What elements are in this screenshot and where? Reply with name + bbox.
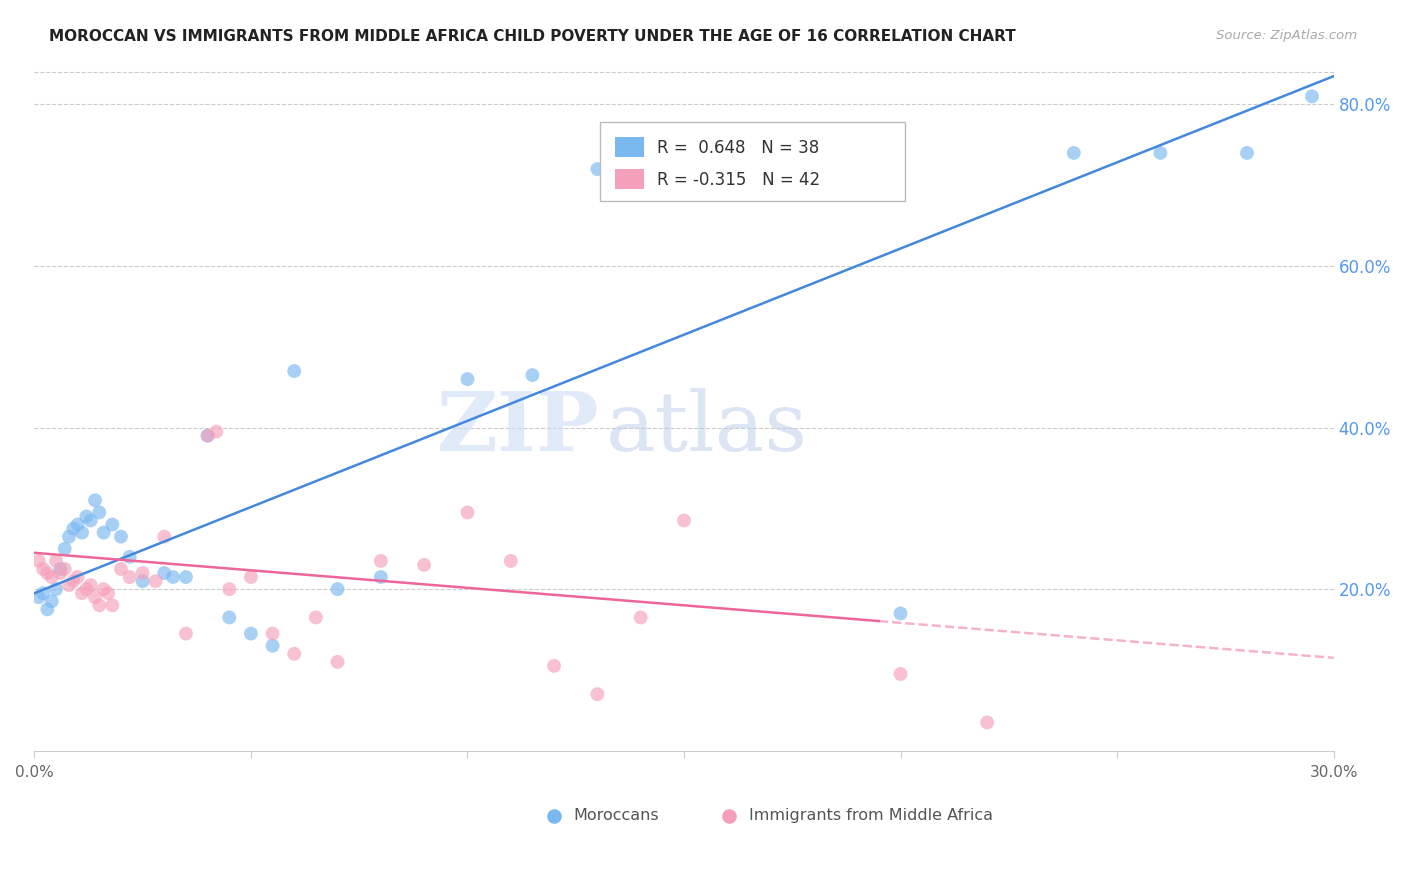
Point bbox=[93, 525, 115, 540]
Point bbox=[630, 610, 652, 624]
Point bbox=[28, 591, 51, 605]
Point bbox=[456, 372, 478, 386]
Point bbox=[75, 582, 97, 596]
Text: R = -0.315   N = 42: R = -0.315 N = 42 bbox=[657, 171, 820, 189]
Text: Immigrants from Middle Africa: Immigrants from Middle Africa bbox=[749, 808, 993, 823]
Point bbox=[49, 562, 72, 576]
Point bbox=[283, 647, 305, 661]
Text: atlas: atlas bbox=[606, 388, 808, 468]
Point bbox=[326, 582, 349, 596]
Point bbox=[66, 570, 89, 584]
Point bbox=[70, 586, 93, 600]
FancyBboxPatch shape bbox=[599, 122, 905, 202]
Point bbox=[153, 530, 176, 544]
Point bbox=[262, 639, 284, 653]
Point bbox=[79, 578, 101, 592]
Point bbox=[239, 626, 262, 640]
Point bbox=[79, 514, 101, 528]
Point bbox=[218, 582, 240, 596]
Point bbox=[1063, 145, 1085, 160]
Point bbox=[976, 715, 998, 730]
Point bbox=[370, 570, 392, 584]
Point bbox=[586, 687, 609, 701]
Point bbox=[45, 582, 67, 596]
Point bbox=[53, 541, 76, 556]
Point bbox=[197, 428, 219, 442]
FancyBboxPatch shape bbox=[616, 137, 644, 157]
Point bbox=[49, 566, 72, 580]
Point bbox=[118, 570, 141, 584]
Point bbox=[205, 425, 228, 439]
Point bbox=[499, 554, 522, 568]
Point bbox=[522, 368, 544, 382]
Point bbox=[890, 667, 912, 681]
Point bbox=[1149, 145, 1171, 160]
Point bbox=[145, 574, 167, 588]
Point bbox=[456, 505, 478, 519]
FancyBboxPatch shape bbox=[616, 169, 644, 189]
Point bbox=[89, 505, 111, 519]
Point bbox=[62, 522, 84, 536]
Point bbox=[53, 562, 76, 576]
Point bbox=[89, 599, 111, 613]
Point bbox=[70, 525, 93, 540]
Point bbox=[326, 655, 349, 669]
Point bbox=[28, 554, 51, 568]
Point bbox=[262, 626, 284, 640]
Point bbox=[110, 562, 132, 576]
Point bbox=[41, 570, 63, 584]
Point bbox=[543, 659, 565, 673]
Text: Moroccans: Moroccans bbox=[574, 808, 659, 823]
Point bbox=[218, 610, 240, 624]
Point bbox=[131, 574, 153, 588]
Point bbox=[162, 570, 184, 584]
Point bbox=[1236, 145, 1258, 160]
Point bbox=[32, 562, 55, 576]
Point bbox=[37, 566, 59, 580]
Point bbox=[890, 607, 912, 621]
Point bbox=[41, 594, 63, 608]
Point bbox=[101, 517, 124, 532]
Text: Source: ZipAtlas.com: Source: ZipAtlas.com bbox=[1216, 29, 1357, 42]
Point bbox=[586, 162, 609, 177]
Point bbox=[239, 570, 262, 584]
Point bbox=[32, 586, 55, 600]
Point bbox=[62, 574, 84, 588]
Point bbox=[305, 610, 328, 624]
Text: R =  0.648   N = 38: R = 0.648 N = 38 bbox=[657, 139, 818, 157]
Text: ZIP: ZIP bbox=[437, 388, 599, 468]
Point bbox=[37, 602, 59, 616]
Point bbox=[84, 493, 107, 508]
Point bbox=[131, 566, 153, 580]
Point bbox=[75, 509, 97, 524]
Point bbox=[66, 517, 89, 532]
Point bbox=[118, 549, 141, 564]
Point bbox=[93, 582, 115, 596]
Point bbox=[110, 530, 132, 544]
Point bbox=[174, 626, 197, 640]
Text: MOROCCAN VS IMMIGRANTS FROM MIDDLE AFRICA CHILD POVERTY UNDER THE AGE OF 16 CORR: MOROCCAN VS IMMIGRANTS FROM MIDDLE AFRIC… bbox=[49, 29, 1017, 44]
Point bbox=[58, 530, 80, 544]
Point bbox=[58, 578, 80, 592]
Point bbox=[174, 570, 197, 584]
Point bbox=[197, 428, 219, 442]
Point bbox=[101, 599, 124, 613]
Point bbox=[97, 586, 120, 600]
Point bbox=[1301, 89, 1323, 103]
Point bbox=[672, 514, 695, 528]
Point bbox=[283, 364, 305, 378]
Point bbox=[413, 558, 436, 572]
Point bbox=[45, 554, 67, 568]
Point bbox=[153, 566, 176, 580]
Point bbox=[370, 554, 392, 568]
Point bbox=[84, 591, 107, 605]
